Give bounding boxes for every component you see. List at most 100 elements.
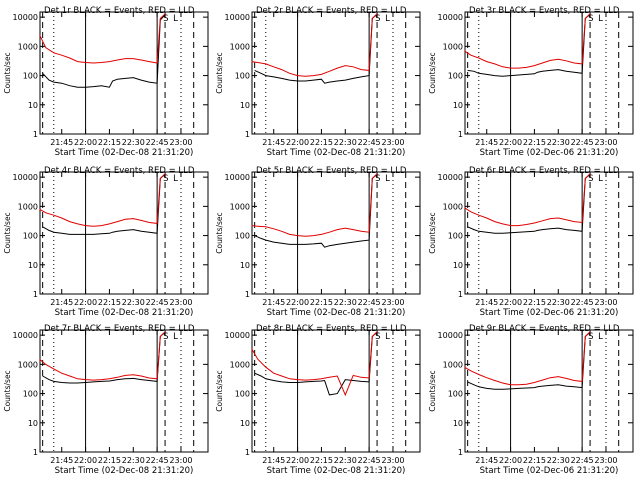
marker-label: L	[385, 174, 390, 184]
x-tick-label: 22:15	[523, 456, 546, 465]
x-tick-label: 23:00	[169, 138, 192, 147]
y-tick-label: 10	[28, 261, 38, 270]
series-line-lld	[251, 173, 378, 237]
y-axis-label: Counts/sec	[3, 212, 12, 253]
x-tick-label: 23:00	[594, 298, 617, 307]
y-tick-label: 100	[448, 390, 463, 399]
x-tick-label: 23:00	[594, 456, 617, 465]
marker-label: S	[588, 332, 593, 342]
series-line-events	[467, 13, 591, 77]
y-tick-label: 1	[33, 290, 38, 299]
x-tick-label: 22:00	[499, 298, 522, 307]
y-tick-label: 10	[453, 261, 463, 270]
x-tick-label: 22:30	[547, 138, 570, 147]
chart-title: Det 2r BLACK = Events, RED = LLD	[256, 6, 407, 16]
x-tick-label: 22:45	[358, 456, 381, 465]
y-tick-label: 10	[240, 261, 250, 270]
x-tick-label: 21:45	[475, 138, 498, 147]
y-tick-label: 10	[28, 101, 38, 110]
y-tick-label: 1000	[18, 42, 38, 51]
x-tick-label: 22:00	[286, 138, 309, 147]
x-axis-label: Start Time (02-Dec-08 21:31:20)	[55, 308, 194, 318]
x-tick-label: 22:30	[122, 298, 145, 307]
chart-panel-4: 1 10 100 1000 10000 21:45 22:00 22:15 22:30 22:45…	[3, 166, 209, 318]
y-tick-label: 10	[240, 419, 250, 428]
x-axis-label: Start Time (02-Dec-06 21:31:20)	[480, 308, 619, 318]
x-tick-label: 23:00	[169, 456, 192, 465]
x-tick-label: 22:15	[98, 298, 121, 307]
x-tick-label: 23:00	[169, 298, 192, 307]
x-tick-label: 22:30	[334, 456, 357, 465]
series-line-lld	[251, 13, 378, 77]
series-line-events	[254, 331, 378, 396]
x-tick-label: 23:00	[381, 138, 404, 147]
x-tick-label: 22:15	[523, 298, 546, 307]
x-tick-label: 22:15	[98, 456, 121, 465]
plot-frame	[251, 11, 421, 135]
y-tick-label: 1000	[443, 42, 463, 51]
x-tick-label: 23:00	[381, 456, 404, 465]
series-line-lld	[464, 331, 591, 386]
x-tick-label: 22:00	[286, 298, 309, 307]
x-tick-label: 21:45	[475, 456, 498, 465]
y-tick-label: 1000	[230, 360, 250, 369]
chart-panel-9: 1 10 100 1000 10000 21:45 22:00 22:15 22:30 22:45…	[428, 324, 634, 476]
y-axis-label: Counts/sec	[428, 52, 437, 93]
y-tick-label: 10	[453, 419, 463, 428]
marker-label: S	[375, 174, 380, 184]
x-axis-label: Start Time (02-Dec-08 21:31:20)	[55, 148, 194, 158]
series-line-lld	[39, 173, 166, 227]
x-tick-label: 22:45	[571, 456, 594, 465]
series-line-events	[42, 331, 166, 384]
x-tick-label: 23:00	[594, 138, 617, 147]
y-axis-label: Counts/sec	[215, 370, 224, 411]
x-tick-label: 21:45	[262, 138, 285, 147]
y-tick-label: 1000	[230, 42, 250, 51]
series-line-lld	[251, 331, 378, 397]
x-axis-label: Start Time (02-Dec-08 21:31:20)	[267, 466, 406, 476]
x-tick-label: 22:30	[334, 138, 357, 147]
x-tick-label: 22:45	[146, 456, 169, 465]
chart-title: Det 6r BLACK = Events, RED = LLD	[469, 166, 620, 176]
marker-label: S	[163, 174, 168, 184]
x-tick-label: 21:45	[50, 456, 73, 465]
chart-title: Det 3r BLACK = Events, RED = LLD	[469, 6, 620, 16]
plot-frame	[39, 11, 209, 135]
marker-label: L	[598, 174, 603, 184]
x-tick-label: 22:30	[122, 456, 145, 465]
y-tick-label: 1	[458, 448, 463, 457]
x-tick-label: 22:45	[358, 298, 381, 307]
plot-frame	[39, 329, 209, 453]
x-tick-label: 22:45	[571, 298, 594, 307]
marker-label: L	[173, 14, 178, 24]
x-tick-label: 21:45	[50, 138, 73, 147]
y-tick-label: 100	[235, 232, 250, 241]
y-tick-label: 1000	[18, 360, 38, 369]
y-tick-label: 10	[240, 101, 250, 110]
x-tick-label: 22:30	[122, 138, 145, 147]
y-tick-label: 100	[23, 390, 38, 399]
x-tick-label: 22:00	[74, 138, 97, 147]
x-axis-label: Start Time (02-Dec-08 21:31:20)	[55, 466, 194, 476]
plot-frame	[464, 11, 634, 135]
plot-frame	[251, 171, 421, 295]
series-line-events	[42, 173, 166, 235]
x-tick-label: 22:30	[547, 456, 570, 465]
marker-label: L	[598, 14, 603, 24]
y-axis-label: Counts/sec	[215, 52, 224, 93]
marker-label: L	[385, 332, 390, 342]
y-tick-label: 1	[33, 130, 38, 139]
y-tick-label: 10000	[225, 173, 250, 182]
chart-title: Det 1r BLACK = Events, RED = LLD	[44, 6, 195, 16]
series-line-events	[467, 331, 591, 390]
chart-title: Det 5r BLACK = Events, RED = LLD	[256, 166, 407, 176]
series-line-lld	[39, 13, 166, 64]
chart-title: Det 7r BLACK = Events, RED = LLD	[44, 324, 195, 334]
series-line-lld	[39, 331, 166, 381]
x-axis-label: Start Time (02-Dec-06 21:31:20)	[480, 148, 619, 158]
series-line-events	[254, 13, 378, 84]
x-tick-label: 22:15	[98, 138, 121, 147]
y-axis-label: Counts/sec	[428, 370, 437, 411]
plot-frame	[464, 171, 634, 295]
